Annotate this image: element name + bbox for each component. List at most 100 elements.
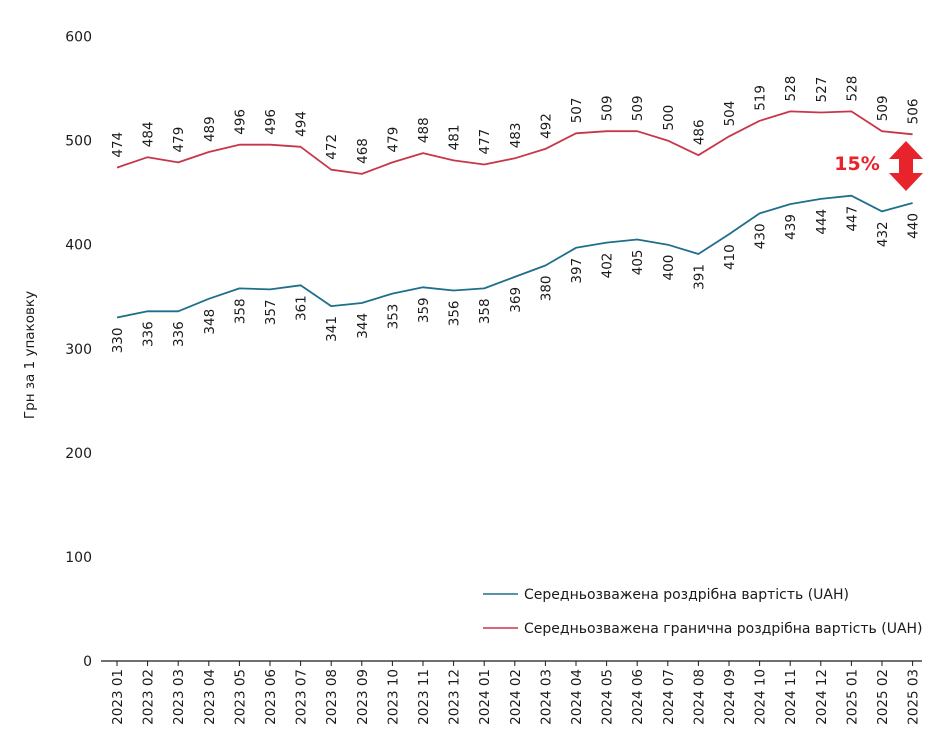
annotation-label: 15% xyxy=(834,153,879,175)
x-tick-label: 2023 10 xyxy=(385,669,401,725)
data-label-retail: 405 xyxy=(630,249,646,275)
y-axis-ticks: 0 100 200 300 400 500 600 xyxy=(65,30,92,671)
data-label-retail: 397 xyxy=(569,258,585,284)
x-tick-label: 2023 03 xyxy=(171,669,187,725)
x-tick-label: 2024 10 xyxy=(753,669,769,725)
data-label-max-retail: 509 xyxy=(630,95,646,121)
x-tick-label: 2024 07 xyxy=(661,669,677,725)
data-label-max-retail: 479 xyxy=(171,127,187,153)
data-label-retail: 380 xyxy=(538,275,554,301)
data-label-max-retail: 496 xyxy=(263,109,279,135)
y-tick-label: 600 xyxy=(65,30,92,46)
data-label-retail: 400 xyxy=(661,255,677,281)
data-label-retail: 361 xyxy=(294,295,310,321)
data-label-max-retail: 504 xyxy=(722,101,738,127)
series-line-retail xyxy=(116,194,913,319)
x-axis-ticks: 2023 01 2023 02 2023 03 2023 04 2023 05 2023 … xyxy=(110,661,922,725)
data-label-max-retail: 488 xyxy=(416,117,432,143)
data-label-retail: 359 xyxy=(416,297,432,323)
data-label-retail: 336 xyxy=(141,321,157,347)
data-label-max-retail: 500 xyxy=(661,105,677,131)
y-tick-label: 0 xyxy=(83,654,92,670)
data-label-max-retail: 509 xyxy=(600,95,616,121)
data-label-retail: 353 xyxy=(385,304,401,330)
data-label-max-retail: 496 xyxy=(232,109,248,135)
y-tick-label: 500 xyxy=(65,134,92,150)
data-label-max-retail: 506 xyxy=(906,99,922,125)
x-tick-label: 2023 01 xyxy=(110,669,126,725)
data-label-retail: 330 xyxy=(110,328,126,354)
x-tick-label: 2025 02 xyxy=(875,669,891,725)
y-axis-title: Грн за 1 упаковку xyxy=(22,291,38,419)
x-tick-label: 2024 03 xyxy=(538,669,554,725)
x-tick-label: 2024 02 xyxy=(508,669,524,725)
data-label-max-retail: 468 xyxy=(355,138,371,164)
data-label-max-retail: 507 xyxy=(569,98,585,124)
x-tick-label: 2023 12 xyxy=(447,669,463,725)
x-tick-label: 2024 11 xyxy=(783,669,799,725)
x-tick-label: 2023 04 xyxy=(202,669,218,725)
data-label-retail: 357 xyxy=(263,299,279,325)
data-label-retail: 341 xyxy=(324,316,340,342)
x-tick-label: 2023 07 xyxy=(294,669,310,725)
data-label-retail: 410 xyxy=(722,244,738,270)
data-label-retail: 356 xyxy=(447,300,463,326)
series-lines xyxy=(116,110,913,319)
x-tick-label: 2024 08 xyxy=(691,669,707,725)
data-label-retail: 430 xyxy=(753,223,769,249)
data-label-retail: 439 xyxy=(783,214,799,240)
data-label-max-retail: 509 xyxy=(875,95,891,121)
data-label-max-retail: 474 xyxy=(110,132,126,158)
data-label-retail: 358 xyxy=(232,298,248,324)
data-label-max-retail: 483 xyxy=(508,122,524,148)
data-label-retail: 344 xyxy=(355,313,371,339)
x-tick-label: 2024 01 xyxy=(477,669,493,725)
series-line-max-retail xyxy=(116,110,913,175)
data-label-max-retail: 484 xyxy=(141,121,157,147)
data-label-max-retail: 472 xyxy=(324,134,340,160)
data-label-retail: 348 xyxy=(202,309,218,335)
data-label-max-retail: 477 xyxy=(477,129,493,155)
x-tick-label: 2024 09 xyxy=(722,669,738,725)
data-label-retail: 402 xyxy=(600,253,616,279)
data-label-max-retail: 528 xyxy=(783,76,799,102)
x-tick-label: 2023 02 xyxy=(141,669,157,725)
legend-label-retail: Середньозважена роздрібна вартість (UAH) xyxy=(524,587,849,603)
x-tick-label: 2023 09 xyxy=(355,669,371,725)
y-tick-label: 400 xyxy=(65,238,92,254)
x-tick-label: 2025 03 xyxy=(906,669,922,725)
data-label-max-retail: 519 xyxy=(753,85,769,111)
x-tick-label: 2023 11 xyxy=(416,669,432,725)
y-tick-label: 100 xyxy=(65,550,92,566)
data-label-max-retail: 479 xyxy=(385,127,401,153)
data-label-max-retail: 486 xyxy=(691,119,707,145)
y-tick-label: 300 xyxy=(65,342,92,358)
data-label-max-retail: 489 xyxy=(202,116,218,142)
difference-annotation: 15% xyxy=(834,141,923,191)
y-tick-label: 200 xyxy=(65,446,92,462)
data-label-retail: 336 xyxy=(171,321,187,347)
x-tick-label: 2023 06 xyxy=(263,669,279,725)
data-label-retail: 447 xyxy=(844,206,860,232)
x-tick-label: 2023 05 xyxy=(232,669,248,725)
legend-label-max-retail: Середньозважена гранична роздрібна варті… xyxy=(524,621,923,637)
data-label-retail: 432 xyxy=(875,221,891,247)
x-tick-label: 2024 12 xyxy=(814,669,830,725)
data-label-retail: 391 xyxy=(691,264,707,290)
x-tick-label: 2024 04 xyxy=(569,669,585,725)
legend: Середньозважена роздрібна вартість (UAH)… xyxy=(483,587,923,637)
data-label-retail: 440 xyxy=(906,213,922,239)
x-tick-label: 2023 08 xyxy=(324,669,340,725)
data-label-max-retail: 492 xyxy=(538,113,554,139)
data-label-max-retail: 494 xyxy=(294,111,310,137)
data-label-max-retail: 528 xyxy=(844,76,860,102)
x-tick-label: 2024 06 xyxy=(630,669,646,725)
x-tick-label: 2024 05 xyxy=(600,669,616,725)
data-label-retail: 358 xyxy=(477,298,493,324)
data-labels: 330 336 336 348 358 357 361 341 344 353 359 356 358 3… xyxy=(110,76,922,354)
x-tick-label: 2025 01 xyxy=(844,669,860,725)
y-axis-title-group: Грн за 1 упаковку xyxy=(22,291,38,419)
data-label-retail: 369 xyxy=(508,287,524,313)
data-label-retail: 444 xyxy=(814,209,830,235)
